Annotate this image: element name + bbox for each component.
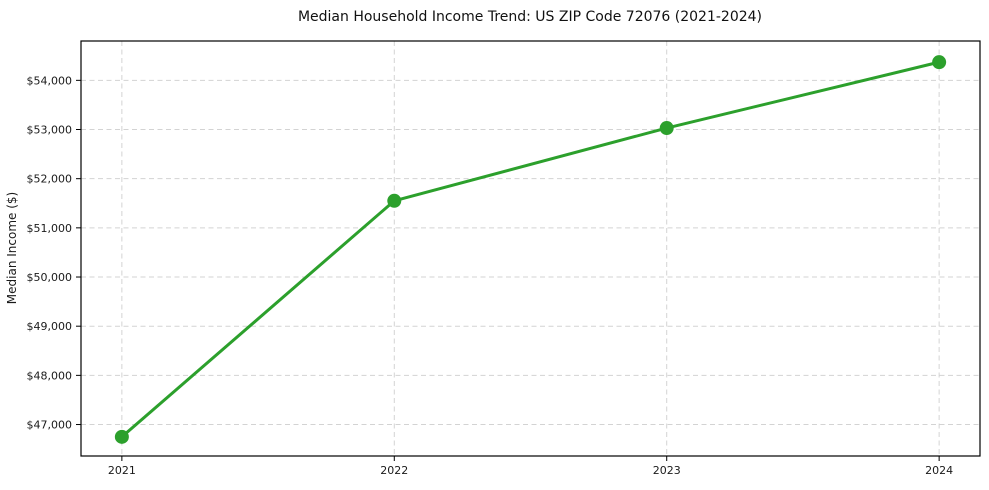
axis-ticks: $47,000 $48,000 $49,000 $50,000 $51,000 $52,0… (27, 74, 954, 477)
y-tick-label: $52,000 (27, 173, 73, 186)
income-trend-line (120, 60, 941, 439)
y-tick-label: $49,000 (27, 320, 73, 333)
x-tick-label: 2021 (108, 464, 136, 477)
y-tick-label: $50,000 (27, 271, 73, 284)
gridlines (81, 41, 980, 456)
data-point-2022 (387, 193, 402, 208)
y-tick-label: $51,000 (27, 222, 73, 235)
y-tick-label: $54,000 (27, 74, 73, 87)
plot-border (80, 40, 981, 457)
data-point-2024 (932, 55, 947, 70)
y-axis-label: Median Income ($) (5, 192, 19, 304)
y-tick-label: $47,000 (27, 419, 73, 432)
x-tick-label: 2024 (925, 464, 953, 477)
data-series (114, 55, 947, 444)
x-tick-label: 2023 (653, 464, 681, 477)
data-point-2021 (114, 429, 129, 444)
data-point-2023 (659, 121, 674, 136)
y-tick-label: $53,000 (27, 124, 73, 137)
x-tick-label: 2022 (380, 464, 408, 477)
chart-title: Median Household Income Trend: US ZIP Co… (298, 9, 762, 25)
axes-frame (80, 40, 981, 457)
y-tick-label: $48,000 (27, 369, 73, 382)
